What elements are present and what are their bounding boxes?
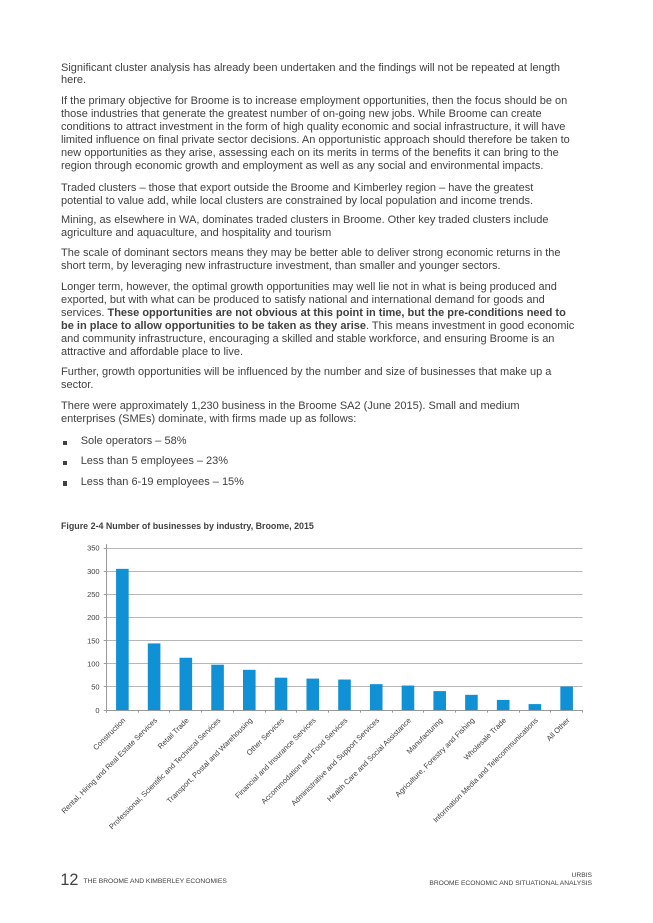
svg-text:150: 150 [87, 636, 100, 645]
svg-text:200: 200 [87, 613, 100, 622]
svg-text:50: 50 [91, 683, 99, 692]
svg-text:100: 100 [87, 659, 100, 668]
svg-text:All Other: All Other [545, 716, 572, 743]
svg-text:Professional, Scientific and T: Professional, Scientific and Technical S… [107, 716, 223, 832]
svg-text:300: 300 [87, 567, 100, 576]
svg-text:350: 350 [87, 544, 100, 553]
svg-text:0: 0 [95, 706, 99, 715]
svg-text:250: 250 [87, 590, 100, 599]
